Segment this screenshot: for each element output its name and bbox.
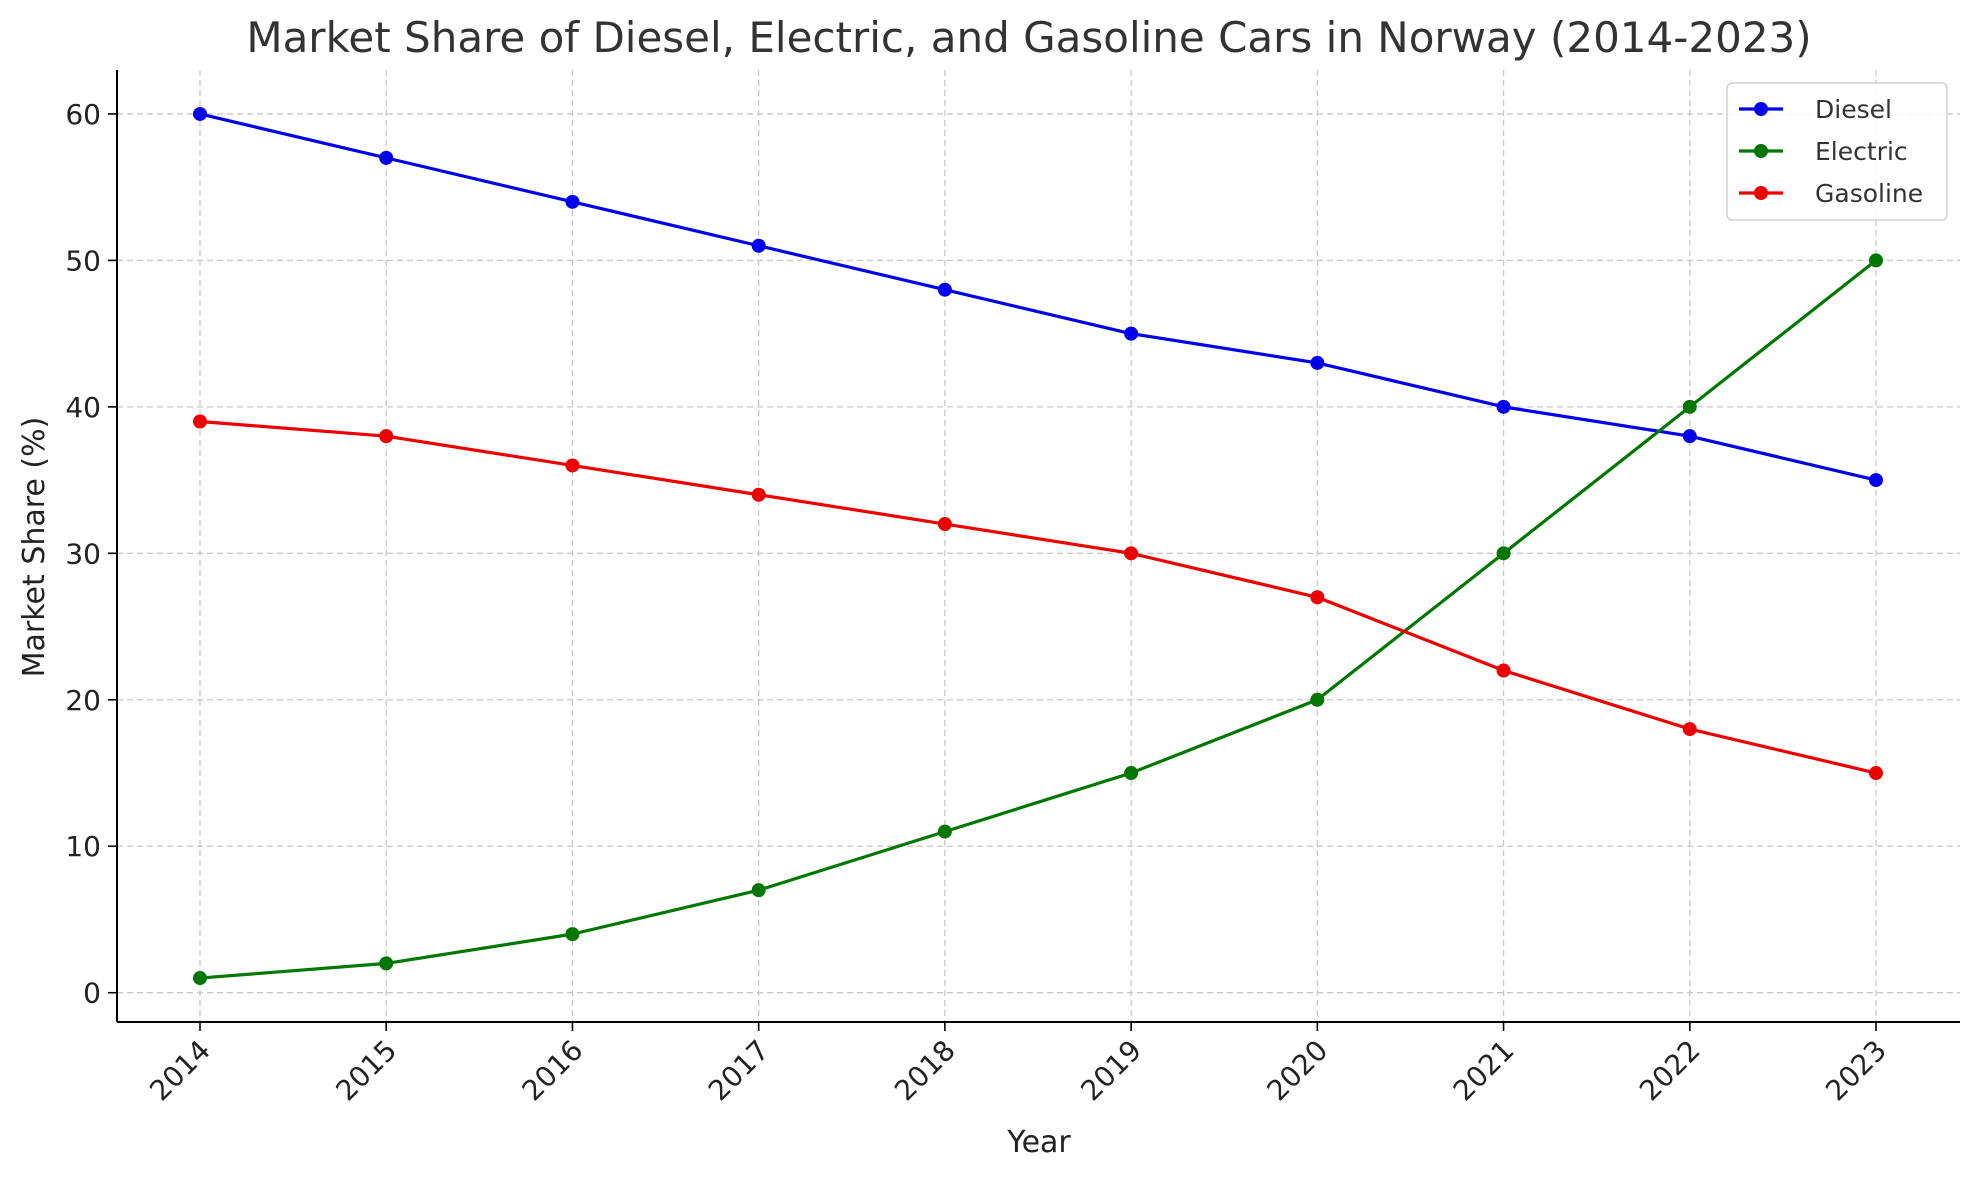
x-tick-label: 2017 [702,1034,776,1108]
diesel-point [1869,473,1883,488]
x-axis-label: Year [1006,1125,1071,1160]
axes [108,70,1960,1031]
electric-point [379,956,394,971]
y-tick-label: 10 [65,830,101,863]
y-tick-label: 40 [65,391,101,424]
legend-diesel-marker [1754,102,1768,116]
diesel-point [193,106,207,121]
gasoline-point [565,458,580,473]
x-tick-label: 2018 [888,1034,962,1108]
diesel-point [1310,355,1325,370]
gasoline-point [193,414,207,429]
legend-electric-label: Electric [1815,137,1908,166]
electric-line [199,259,1877,980]
tick-labels: 2014 2015 2016 2017 2018 2019 2020 2021 2022 2023… [65,98,1893,1107]
legend-gasoline-marker [1754,186,1768,200]
y-tick-label: 0 [83,977,101,1010]
x-tick-label: 2021 [1447,1034,1521,1108]
gasoline-point [1310,590,1325,605]
x-tick-label: 2015 [329,1034,403,1108]
electric-point [751,883,766,898]
gasoline-line [199,419,1877,775]
gasoline-point [1124,546,1139,561]
y-tick-label: 20 [65,684,101,717]
x-tick-label: 2020 [1261,1034,1335,1108]
gasoline-point [1869,766,1883,781]
electric-point [1310,692,1325,707]
diesel-line [199,112,1877,482]
series-diesel [193,106,1883,488]
chart-title: Market Share of Diesel, Electric, and Ga… [246,13,1811,62]
electric-point [1682,399,1697,414]
series-gasoline [193,414,1883,781]
diesel-point [565,194,580,209]
diesel-point [1124,326,1139,341]
series-electric [193,253,1883,986]
y-tick-label: 30 [65,537,101,570]
diesel-point [1682,429,1697,444]
gasoline-point [751,487,766,502]
y-tick-label: 60 [65,98,101,131]
diesel-point [379,150,394,165]
grid-lines [117,70,1960,1022]
diesel-point [751,238,766,253]
electric-point [1124,766,1139,781]
x-tick-label: 2022 [1633,1034,1707,1108]
gasoline-point [937,517,952,532]
electric-point [1869,253,1883,268]
y-tick-label: 50 [65,244,101,277]
electric-point [1496,546,1511,561]
electric-point [193,971,207,986]
legend-box [1726,82,1948,221]
x-tick-label: 2016 [516,1034,590,1108]
series-group [193,106,1883,986]
gasoline-point [1496,663,1511,678]
legend-gasoline-label: Gasoline [1815,179,1923,208]
diesel-point [937,282,952,297]
x-tick-label: 2014 [143,1034,217,1108]
legend: Diesel Electric Gasoline [1726,82,1948,221]
diesel-point [1496,399,1511,414]
gasoline-point [379,429,394,444]
electric-point [565,927,580,942]
legend-electric-marker [1754,144,1768,158]
y-axis-label: Market Share (%) [17,417,52,678]
gasoline-point [1682,722,1697,737]
x-tick-label: 2019 [1074,1034,1148,1108]
electric-point [937,824,952,839]
legend-diesel-label: Diesel [1815,95,1892,124]
x-tick-label: 2023 [1819,1034,1893,1108]
